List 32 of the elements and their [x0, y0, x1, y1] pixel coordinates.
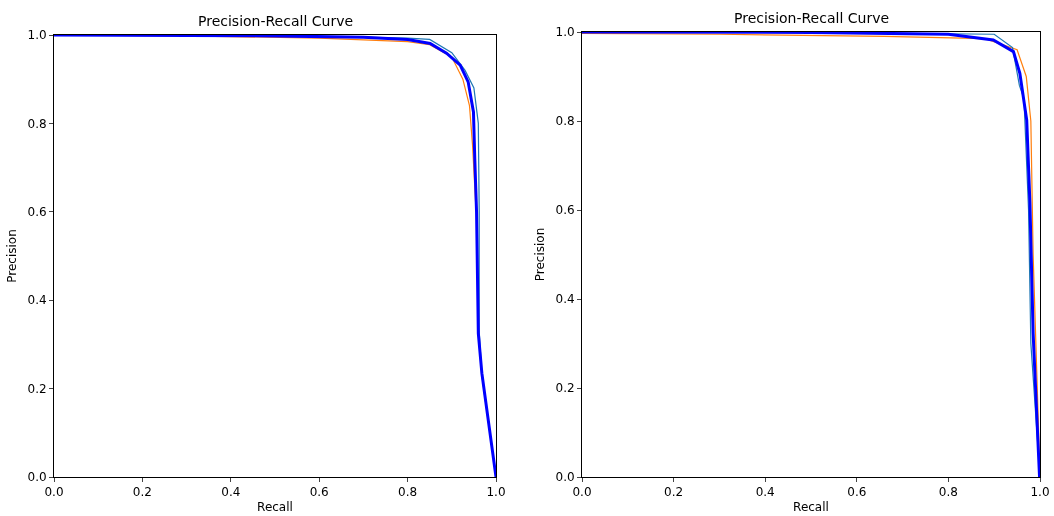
y-tick-label: 0.2 [555, 381, 575, 396]
x-tick-label: 0.4 [755, 485, 775, 500]
y-tick-label: 1.0 [27, 28, 47, 43]
y-tick-label: 0.4 [27, 293, 47, 308]
x-tick-label: 1.0 [1030, 485, 1050, 500]
y-tick-label: 0.8 [27, 116, 47, 131]
y-axis-title: Precision [532, 227, 547, 282]
y-tick-label: 0.4 [555, 292, 575, 307]
y-tick-label: 0.6 [27, 205, 47, 219]
x-tick-label: 0.2 [132, 485, 152, 500]
x-tick-label: 0.2 [664, 485, 684, 500]
x-axis-title: Recall [793, 500, 829, 515]
y-tick-label: 1.0 [555, 25, 575, 40]
y-tick-label: 0.8 [555, 114, 575, 129]
chart-title: Precision-Recall Curve [734, 10, 890, 26]
x-tick-label: 0.8 [938, 485, 958, 500]
x-axis-title: Recall [257, 500, 293, 515]
y-tick-label: 0.0 [555, 470, 575, 485]
x-tick-label: 0.0 [572, 485, 592, 500]
line-series [54, 35, 496, 477]
y-tick-label: 0.2 [27, 381, 47, 396]
x-tick-label: 0.6 [847, 485, 867, 500]
x-tick-label: 0.0 [44, 485, 64, 500]
x-tick-label: 0.6 [309, 485, 329, 500]
x-tick-label: 0.4 [221, 485, 241, 500]
y-tick-label: 0.0 [27, 470, 47, 485]
chart-title: Precision-Recall Curve [198, 13, 354, 29]
y-tick-label: 0.6 [555, 203, 575, 218]
y-axis-title: Precision [4, 229, 19, 283]
x-tick-label: 1.0 [486, 485, 506, 500]
x-tick-label: 0.8 [398, 485, 418, 500]
line-series [582, 32, 1040, 477]
